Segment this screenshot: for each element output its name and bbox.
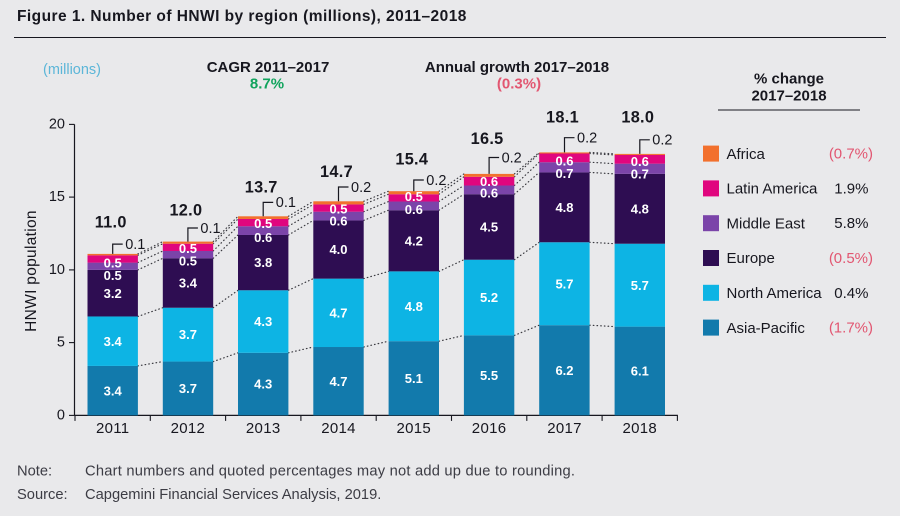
- svg-text:5: 5: [57, 335, 65, 351]
- svg-text:13.7: 13.7: [245, 179, 278, 197]
- svg-text:(1.7%): (1.7%): [829, 320, 873, 337]
- svg-text:2014: 2014: [321, 420, 356, 437]
- svg-text:0.2: 0.2: [351, 180, 371, 196]
- svg-text:Figure 1. Number of HNWI by re: Figure 1. Number of HNWI by region (mill…: [17, 8, 467, 25]
- svg-text:4.7: 4.7: [329, 305, 347, 320]
- svg-text:(millions): (millions): [43, 62, 101, 78]
- svg-text:Latin America: Latin America: [727, 181, 819, 198]
- svg-text:15: 15: [49, 189, 65, 205]
- svg-text:0: 0: [57, 407, 65, 423]
- svg-text:Asia-Pacific: Asia-Pacific: [727, 320, 806, 337]
- svg-text:0.6: 0.6: [480, 174, 498, 189]
- svg-text:0.6: 0.6: [254, 230, 272, 245]
- svg-text:Source:: Source:: [17, 487, 68, 503]
- svg-text:11.0: 11.0: [95, 213, 127, 231]
- svg-text:5.7: 5.7: [631, 278, 649, 293]
- svg-text:3.2: 3.2: [104, 286, 122, 301]
- svg-text:2017–2018: 2017–2018: [751, 88, 826, 105]
- svg-text:0.4%: 0.4%: [834, 285, 868, 302]
- svg-text:5.5: 5.5: [480, 368, 498, 383]
- svg-text:(0.7%): (0.7%): [829, 146, 873, 163]
- svg-text:0.1: 0.1: [125, 237, 145, 253]
- svg-text:4.5: 4.5: [480, 220, 498, 235]
- svg-text:5.1: 5.1: [405, 371, 423, 386]
- svg-text:Middle East: Middle East: [727, 215, 806, 232]
- svg-text:4.0: 4.0: [329, 242, 347, 257]
- svg-text:4.2: 4.2: [405, 233, 423, 248]
- svg-text:4.8: 4.8: [405, 299, 423, 314]
- svg-text:CAGR 2011–2017: CAGR 2011–2017: [207, 59, 330, 76]
- svg-text:4.8: 4.8: [555, 200, 573, 215]
- svg-text:0.5: 0.5: [254, 216, 272, 231]
- svg-text:0.6: 0.6: [405, 202, 423, 217]
- svg-text:(0.5%): (0.5%): [829, 250, 873, 267]
- svg-text:Europe: Europe: [727, 250, 775, 267]
- svg-text:0.2: 0.2: [426, 173, 446, 189]
- svg-text:2012: 2012: [171, 420, 206, 437]
- svg-text:0.5: 0.5: [179, 241, 197, 256]
- svg-text:0.6: 0.6: [329, 213, 347, 228]
- svg-text:4.3: 4.3: [254, 314, 272, 329]
- svg-text:(0.3%): (0.3%): [497, 76, 541, 93]
- svg-text:5.2: 5.2: [480, 290, 498, 305]
- svg-text:14.7: 14.7: [320, 163, 353, 181]
- svg-text:4.7: 4.7: [329, 374, 347, 389]
- svg-text:1.9%: 1.9%: [834, 180, 868, 197]
- svg-text:3.7: 3.7: [179, 381, 197, 396]
- svg-text:Africa: Africa: [727, 146, 766, 163]
- svg-text:6.1: 6.1: [631, 364, 649, 379]
- svg-text:18.1: 18.1: [546, 109, 579, 127]
- svg-text:0.5: 0.5: [104, 268, 122, 283]
- svg-text:3.8: 3.8: [254, 255, 272, 270]
- svg-text:HNWI population: HNWI population: [23, 210, 40, 332]
- svg-text:0.7: 0.7: [631, 167, 649, 182]
- svg-text:20: 20: [49, 116, 65, 132]
- svg-text:% change: % change: [754, 71, 824, 88]
- svg-text:Chart numbers and quoted perce: Chart numbers and quoted percentages may…: [85, 464, 575, 480]
- svg-text:10: 10: [49, 262, 65, 278]
- svg-text:0.6: 0.6: [480, 185, 498, 200]
- svg-text:2011: 2011: [96, 420, 129, 437]
- svg-text:Annual growth 2017–2018: Annual growth 2017–2018: [425, 59, 609, 76]
- svg-text:0.6: 0.6: [631, 154, 649, 169]
- svg-text:2017: 2017: [547, 420, 582, 437]
- svg-text:3.7: 3.7: [179, 327, 197, 342]
- svg-text:0.2: 0.2: [577, 131, 597, 147]
- svg-text:3.4: 3.4: [104, 383, 123, 398]
- svg-text:0.5: 0.5: [405, 189, 423, 204]
- svg-text:2016: 2016: [472, 420, 507, 437]
- svg-text:Capgemini Financial Services A: Capgemini Financial Services Analysis, 2…: [85, 487, 381, 503]
- svg-text:0.5: 0.5: [329, 201, 347, 216]
- svg-text:2013: 2013: [246, 420, 281, 437]
- svg-text:0.7: 0.7: [555, 166, 573, 181]
- svg-text:0.2: 0.2: [502, 150, 522, 166]
- svg-text:0.1: 0.1: [200, 221, 220, 237]
- svg-text:5.7: 5.7: [555, 276, 573, 291]
- svg-text:3.4: 3.4: [104, 334, 123, 349]
- svg-text:8.7%: 8.7%: [250, 76, 284, 93]
- svg-text:Note:: Note:: [17, 464, 52, 480]
- svg-text:18.0: 18.0: [621, 109, 654, 127]
- svg-text:0.5: 0.5: [179, 253, 197, 268]
- svg-text:15.4: 15.4: [395, 151, 428, 169]
- svg-text:2015: 2015: [397, 420, 432, 437]
- svg-text:4.3: 4.3: [254, 377, 272, 392]
- svg-text:0.1: 0.1: [276, 195, 296, 211]
- svg-text:5.8%: 5.8%: [834, 215, 868, 232]
- svg-text:0.5: 0.5: [104, 255, 122, 270]
- svg-text:16.5: 16.5: [471, 130, 504, 148]
- svg-text:3.4: 3.4: [179, 276, 198, 291]
- svg-text:12.0: 12.0: [169, 202, 202, 220]
- svg-text:6.2: 6.2: [555, 363, 573, 378]
- svg-text:0.2: 0.2: [652, 133, 672, 149]
- svg-text:2018: 2018: [623, 420, 658, 437]
- svg-text:0.6: 0.6: [555, 153, 573, 168]
- svg-text:North America: North America: [727, 285, 823, 302]
- svg-text:4.8: 4.8: [631, 201, 649, 216]
